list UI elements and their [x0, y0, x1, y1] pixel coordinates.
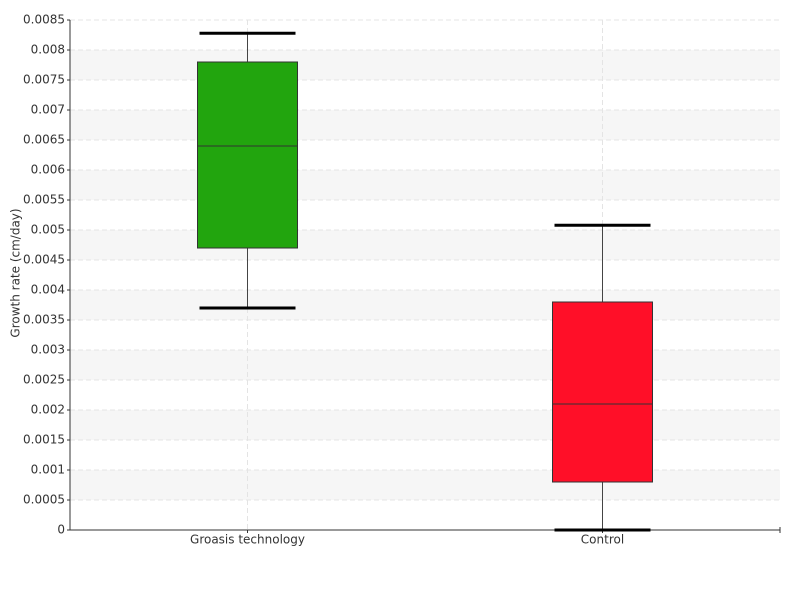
y-tick-label: 0.0025: [23, 373, 65, 387]
y-tick-label: 0.004: [31, 283, 65, 297]
y-tick-label: 0.008: [31, 43, 65, 57]
y-axis-label: Growth rate (cm/day): [9, 208, 23, 337]
y-tick-label: 0.003: [31, 343, 65, 357]
y-tick-label: 0.001: [31, 463, 65, 477]
y-tick-label: 0.002: [31, 403, 65, 417]
y-tick-label: 0.006: [31, 163, 65, 177]
box: [552, 301, 653, 483]
y-tick-label: 0.0055: [23, 193, 65, 207]
x-tick-label: Control: [581, 533, 624, 547]
grid-band: [70, 290, 780, 320]
grid-band: [70, 470, 780, 500]
y-tick-label: 0.005: [31, 223, 65, 237]
y-tick-label: 0.0045: [23, 253, 65, 267]
grid-band: [70, 230, 780, 260]
box: [197, 61, 298, 249]
grid-band: [70, 410, 780, 440]
y-tick-label: 0.0075: [23, 73, 65, 87]
y-tick-label: 0.0065: [23, 133, 65, 147]
y-tick-label: 0.007: [31, 103, 65, 117]
grid-band: [70, 110, 780, 140]
grid-band: [70, 350, 780, 380]
y-tick-label: 0.0005: [23, 493, 65, 507]
grid-band: [70, 50, 780, 80]
grid-band: [70, 170, 780, 200]
y-tick-label: 0.0015: [23, 433, 65, 447]
y-tick-label: 0: [57, 523, 65, 537]
y-tick-label: 0.0035: [23, 313, 65, 327]
x-tick-label: Groasis technology: [190, 533, 305, 547]
y-tick-label: 0.0085: [23, 13, 65, 27]
